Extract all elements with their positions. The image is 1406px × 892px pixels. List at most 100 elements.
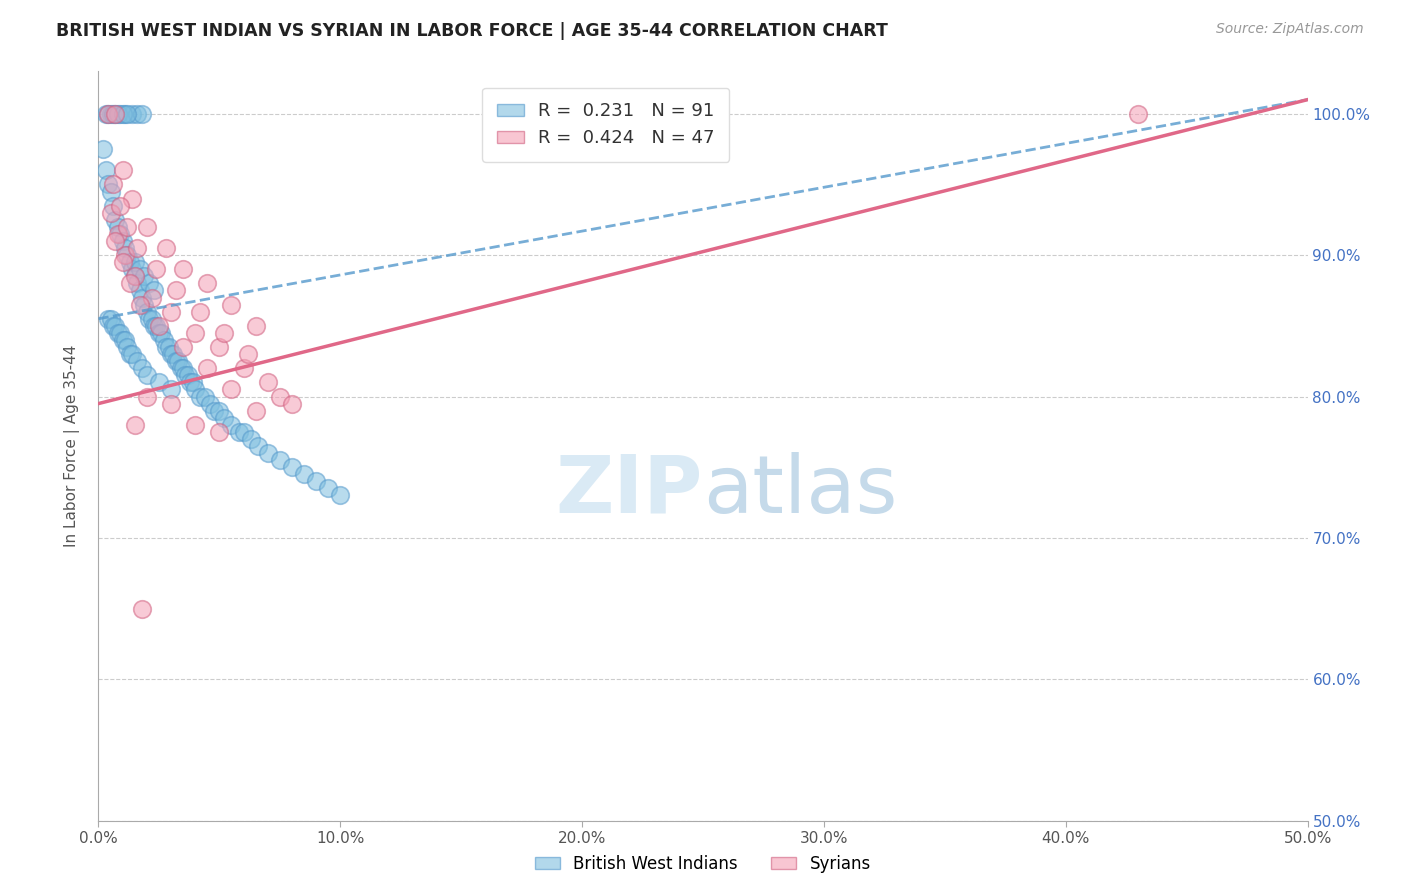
Point bbox=[281, 396, 304, 410]
Point bbox=[111, 255, 134, 269]
Point bbox=[184, 383, 207, 397]
Point bbox=[117, 340, 139, 354]
Point bbox=[145, 262, 167, 277]
Point bbox=[111, 234, 134, 248]
Point bbox=[117, 107, 139, 121]
Point bbox=[316, 482, 339, 496]
Point bbox=[188, 304, 211, 318]
Point bbox=[128, 284, 150, 298]
Text: ZIP: ZIP bbox=[555, 452, 703, 530]
Point bbox=[121, 192, 143, 206]
Point bbox=[292, 467, 315, 482]
Point bbox=[160, 347, 183, 361]
Point bbox=[114, 241, 136, 255]
Point bbox=[108, 227, 131, 241]
Point bbox=[208, 340, 231, 354]
Point bbox=[127, 354, 149, 368]
Point bbox=[124, 269, 146, 284]
Point bbox=[152, 333, 174, 347]
Point bbox=[108, 107, 131, 121]
Point bbox=[174, 368, 197, 383]
Point bbox=[124, 255, 146, 269]
Point bbox=[138, 277, 160, 291]
Point bbox=[107, 326, 129, 340]
Point bbox=[155, 340, 177, 354]
Point bbox=[150, 326, 173, 340]
Point bbox=[208, 425, 231, 439]
Point bbox=[131, 107, 153, 121]
Legend: British West Indians, Syrians: British West Indians, Syrians bbox=[529, 848, 877, 880]
Point bbox=[91, 142, 114, 156]
Point bbox=[155, 241, 177, 255]
Point bbox=[198, 396, 221, 410]
Point bbox=[134, 269, 156, 284]
Point bbox=[245, 403, 267, 417]
Point bbox=[172, 262, 194, 277]
Point bbox=[101, 199, 124, 213]
Point bbox=[256, 446, 278, 460]
Point bbox=[118, 255, 141, 269]
Point bbox=[281, 460, 304, 475]
Point bbox=[157, 340, 180, 354]
Point bbox=[232, 425, 254, 439]
Point bbox=[329, 488, 352, 502]
Point bbox=[94, 163, 117, 178]
Point bbox=[108, 326, 131, 340]
Point bbox=[221, 298, 243, 312]
Point bbox=[127, 241, 149, 255]
Point bbox=[104, 212, 127, 227]
Point bbox=[94, 107, 117, 121]
Point bbox=[124, 269, 146, 284]
Text: BRITISH WEST INDIAN VS SYRIAN IN LABOR FORCE | AGE 35-44 CORRELATION CHART: BRITISH WEST INDIAN VS SYRIAN IN LABOR F… bbox=[56, 22, 889, 40]
Point bbox=[160, 383, 183, 397]
Point bbox=[131, 291, 153, 305]
Point bbox=[138, 311, 160, 326]
Point bbox=[131, 361, 153, 376]
Point bbox=[212, 326, 235, 340]
Point bbox=[179, 376, 201, 390]
Point bbox=[141, 291, 163, 305]
Point bbox=[269, 390, 291, 404]
Point bbox=[160, 304, 183, 318]
Point bbox=[194, 390, 217, 404]
Point bbox=[148, 376, 170, 390]
Point bbox=[97, 107, 120, 121]
Point bbox=[131, 601, 153, 615]
Point bbox=[172, 361, 194, 376]
Point bbox=[204, 403, 226, 417]
Point bbox=[104, 318, 127, 333]
Point bbox=[135, 390, 157, 404]
Point bbox=[124, 417, 146, 432]
Point bbox=[169, 361, 191, 376]
Point bbox=[97, 178, 120, 192]
Point bbox=[121, 262, 143, 277]
Point bbox=[212, 410, 235, 425]
Point bbox=[97, 107, 120, 121]
Point bbox=[101, 318, 124, 333]
Point bbox=[127, 107, 149, 121]
Point bbox=[256, 376, 278, 390]
Point bbox=[177, 368, 200, 383]
Point bbox=[121, 347, 143, 361]
Point bbox=[118, 277, 141, 291]
Point bbox=[101, 107, 124, 121]
Point bbox=[135, 368, 157, 383]
Point bbox=[114, 333, 136, 347]
Point bbox=[245, 318, 267, 333]
Point bbox=[232, 361, 254, 376]
Point bbox=[238, 347, 260, 361]
Text: atlas: atlas bbox=[703, 452, 897, 530]
Point bbox=[100, 205, 122, 219]
Point bbox=[111, 333, 134, 347]
Text: Source: ZipAtlas.com: Source: ZipAtlas.com bbox=[1216, 22, 1364, 37]
Point bbox=[100, 311, 122, 326]
Point bbox=[165, 284, 187, 298]
Point bbox=[143, 318, 166, 333]
Point bbox=[128, 262, 150, 277]
Point bbox=[111, 163, 134, 178]
Point bbox=[221, 383, 243, 397]
Point bbox=[181, 376, 204, 390]
Point bbox=[162, 347, 184, 361]
Point bbox=[135, 304, 157, 318]
Point bbox=[145, 318, 167, 333]
